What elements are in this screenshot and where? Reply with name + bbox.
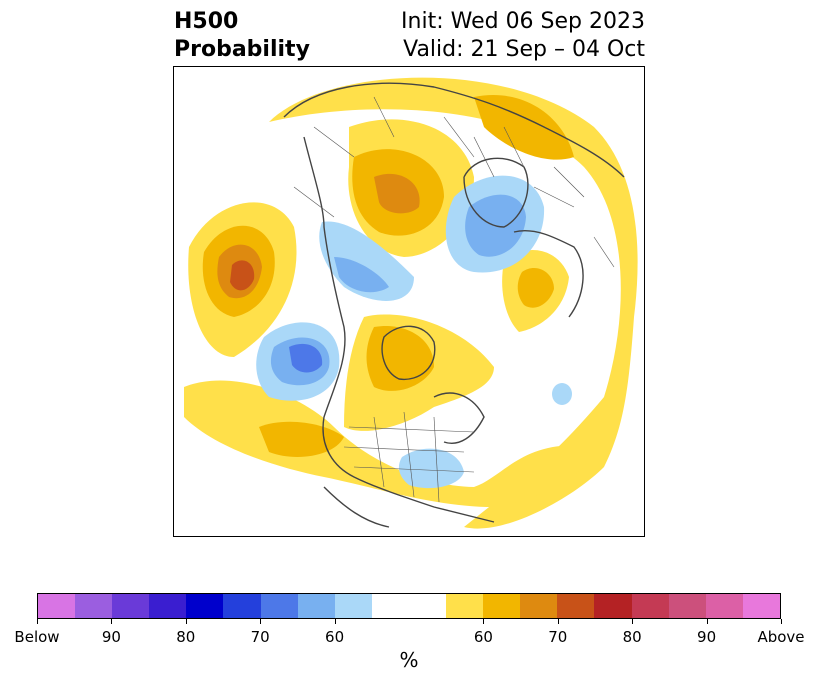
- colorbar-segment: [742, 594, 780, 618]
- colorbar-tick-label: 80: [622, 628, 642, 646]
- colorbar-tick-mark: [781, 619, 782, 624]
- colorbar-segment: [371, 594, 409, 618]
- colorbar-tick-mark: [557, 619, 559, 624]
- colorbar-tick-label: 90: [101, 628, 121, 646]
- colorbar-segment: [186, 594, 224, 618]
- colorbar-segment: [223, 594, 261, 618]
- colorbar-tick-mark: [260, 619, 262, 624]
- colorbar-segment: [75, 594, 113, 618]
- colorbar-tick-label: 70: [250, 628, 270, 646]
- colorbar-segment: [446, 594, 484, 618]
- valid-range: Valid: 21 Sep – 04 Oct: [403, 37, 645, 62]
- colorbar-tick-mark: [111, 619, 113, 624]
- colorbar-segment: [38, 594, 76, 618]
- map-title-left: H500 Probability: [174, 8, 310, 64]
- colorbar-segment: [705, 594, 743, 618]
- colorbar-segment: [668, 594, 706, 618]
- colorbar-segment: [112, 594, 150, 618]
- colorbar-tick-label: 60: [325, 628, 345, 646]
- colorbar-segment: [297, 594, 335, 618]
- probability-colorbar: [37, 593, 781, 619]
- title-type: Probability: [174, 37, 310, 62]
- colorbar-segment: [408, 594, 447, 618]
- colorbar-tick-label: 90: [697, 628, 717, 646]
- map-canvas: [184, 77, 638, 529]
- colorbar-tick-label: 70: [548, 628, 568, 646]
- colorbar-tick-label: 60: [473, 628, 493, 646]
- coastlines: [283, 82, 625, 528]
- map-title-right: Init: Wed 06 Sep 2023 Valid: 21 Sep – 04…: [401, 8, 645, 64]
- colorbar-tick-label: 80: [176, 628, 196, 646]
- colorbar-tick-mark: [334, 619, 336, 624]
- colorbar-segment: [149, 594, 187, 618]
- colorbar-segment: [594, 594, 632, 618]
- colorbar-tick-mark: [632, 619, 634, 624]
- colorbar-segment: [334, 594, 372, 618]
- polar-stereographic-map: [173, 66, 645, 537]
- colorbar-tick-mark: [483, 619, 485, 624]
- colorbar-tick-mark: [37, 619, 38, 624]
- init-date: Init: Wed 06 Sep 2023: [401, 9, 645, 34]
- colorbar-tick-mark: [706, 619, 708, 624]
- colorbar-segment: [631, 594, 669, 618]
- colorbar-segment: [260, 594, 298, 618]
- colorbar-tick-mark: [185, 619, 187, 624]
- title-variable: H500: [174, 9, 239, 34]
- colorbar-tick-label: Below: [14, 628, 60, 646]
- colorbar-segment: [483, 594, 521, 618]
- colorbar-tick-label: Above: [757, 628, 805, 646]
- colorbar-unit-label: %: [399, 648, 419, 672]
- political-borders: [293, 96, 615, 503]
- colorbar-segment: [520, 594, 558, 618]
- colorbar-segment: [557, 594, 595, 618]
